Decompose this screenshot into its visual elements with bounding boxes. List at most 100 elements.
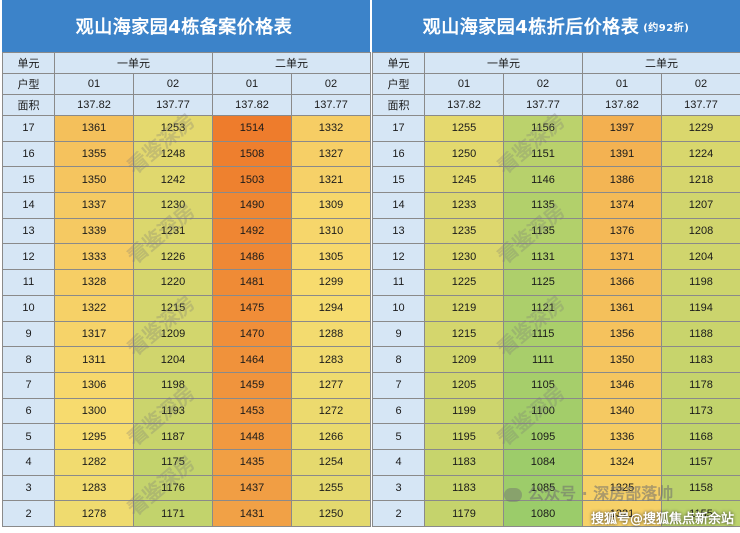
- price-row: 17 1255 1156 1397 1229: [372, 115, 740, 142]
- price-cell: 1508: [212, 140, 292, 168]
- filing-price-title: 观山海家园4栋备案价格表: [75, 17, 293, 38]
- price-cell: 1179: [424, 500, 504, 527]
- price-cell: 1231: [133, 217, 213, 245]
- filing-price-title-bar: 观山海家园4栋备案价格表: [2, 0, 370, 52]
- price-cell: 1277: [291, 371, 371, 399]
- price-cell: 1514: [212, 115, 292, 142]
- price-row: 12 1230 1131 1371 1204: [372, 243, 740, 271]
- price-cell: 1311: [54, 346, 134, 373]
- price-cell: 1486: [212, 243, 292, 271]
- price-cell: 1225: [424, 269, 504, 296]
- price-cell: 1328: [54, 269, 134, 296]
- price-cell: 1220: [133, 269, 213, 296]
- price-cell: 1151: [503, 140, 583, 168]
- price-row: 9 1215 1115 1356 1188: [372, 320, 740, 348]
- floor-cell: 5: [2, 423, 55, 450]
- price-cell: 1198: [661, 269, 740, 296]
- price-cell: 1235: [424, 217, 504, 245]
- price-row: 7 1306 1198 1459 1277: [2, 371, 371, 399]
- price-cell: 1121: [503, 294, 583, 322]
- price-cell: 1305: [291, 243, 371, 271]
- floor-cell: 3: [372, 474, 425, 502]
- floor-cell: 9: [372, 320, 425, 348]
- price-row: 13 1235 1135 1376 1208: [372, 217, 740, 245]
- price-row: 12 1333 1226 1486 1305: [2, 243, 371, 271]
- floor-cell: 10: [372, 294, 425, 322]
- floor-cell: 14: [372, 192, 425, 219]
- unit-name-cell: 一单元: [54, 52, 213, 74]
- price-cell: 1250: [291, 500, 371, 527]
- price-cell: 1080: [503, 500, 583, 527]
- price-cell: 1448: [212, 423, 292, 450]
- floor-cell: 2: [372, 500, 425, 527]
- price-cell: 1306: [54, 371, 134, 399]
- price-cell: 1229: [661, 115, 740, 142]
- floor-cell: 6: [2, 397, 55, 425]
- floor-cell: 13: [372, 217, 425, 245]
- price-row: 3 1183 1085 1325 1158: [372, 474, 740, 502]
- area-value-cell: 137.77: [291, 94, 371, 116]
- price-cell: 1294: [291, 294, 371, 322]
- floor-cell: 15: [2, 166, 55, 194]
- unit-name-cell: 一单元: [424, 52, 583, 74]
- price-cell: 1283: [291, 346, 371, 373]
- price-row: 10 1322 1215 1475 1294: [2, 294, 371, 322]
- price-cell: 1125: [503, 269, 583, 296]
- wechat-brand-watermark: 公众号 · 深房部落帅: [504, 480, 673, 504]
- area-value-cell: 137.82: [212, 94, 292, 116]
- price-cell: 1470: [212, 320, 292, 348]
- price-row: 17 1361 1253 1514 1332: [2, 115, 371, 142]
- area-value-cell: 137.77: [503, 94, 583, 116]
- price-cell: 1437: [212, 474, 292, 502]
- price-cell: 1435: [212, 448, 292, 476]
- price-cell: 1350: [582, 346, 662, 373]
- price-cell: 1492: [212, 217, 292, 245]
- price-cell: 1321: [582, 500, 662, 527]
- price-row: 15 1350 1242 1503 1321: [2, 166, 371, 194]
- floor-cell: 4: [372, 448, 425, 476]
- price-cell: 1288: [291, 320, 371, 348]
- price-cell: 1282: [54, 448, 134, 476]
- price-cell: 1453: [212, 397, 292, 425]
- price-row: 13 1339 1231 1492 1310: [2, 217, 371, 245]
- price-cell: 1219: [424, 294, 504, 322]
- price-cell: 1361: [582, 294, 662, 322]
- type-value-cell: 02: [133, 73, 213, 95]
- price-cell: 1309: [291, 192, 371, 219]
- price-cell: 1105: [503, 371, 583, 399]
- price-cell: 1346: [582, 371, 662, 399]
- price-cell: 1255: [291, 474, 371, 502]
- price-cell: 1332: [291, 115, 371, 142]
- price-cell: 1218: [661, 166, 740, 194]
- price-cell: 1115: [503, 320, 583, 348]
- price-cell: 1321: [291, 166, 371, 194]
- price-row: 2 1278 1171 1431 1250: [2, 500, 371, 527]
- price-cell: 1283: [54, 474, 134, 502]
- floor-cell: 4: [2, 448, 55, 476]
- brand-watermark-text: 公众号 · 深房部落帅: [528, 484, 674, 503]
- price-cell: 1245: [424, 166, 504, 194]
- price-cell: 1374: [582, 192, 662, 219]
- unit-label-cell: 单元: [2, 52, 55, 74]
- price-cell: 1135: [503, 192, 583, 219]
- price-row: 14 1233 1135 1374 1207: [372, 192, 740, 219]
- unit-name-cell: 二单元: [582, 52, 740, 74]
- price-cell: 1386: [582, 166, 662, 194]
- area-value-cell: 137.77: [133, 94, 213, 116]
- area-header-row: 面积 137.82 137.77 137.82 137.77: [372, 94, 740, 116]
- price-cell: 1327: [291, 140, 371, 168]
- discount-price-title: 观山海家园4栋折后价格表: [422, 17, 640, 38]
- price-row: 7 1205 1105 1346 1178: [372, 371, 740, 399]
- area-value-cell: 137.82: [424, 94, 504, 116]
- type-label-cell: 户型: [2, 73, 55, 95]
- price-cell: 1350: [54, 166, 134, 194]
- price-row: 5 1195 1095 1336 1168: [372, 423, 740, 450]
- price-cell: 1325: [582, 474, 662, 502]
- area-label-cell: 面积: [2, 94, 55, 116]
- floor-cell: 12: [372, 243, 425, 271]
- price-row: 5 1295 1187 1448 1266: [2, 423, 371, 450]
- price-cell: 1146: [503, 166, 583, 194]
- area-value-cell: 137.82: [582, 94, 662, 116]
- price-cell: 1317: [54, 320, 134, 348]
- price-row: 9 1317 1209 1470 1288: [2, 320, 371, 348]
